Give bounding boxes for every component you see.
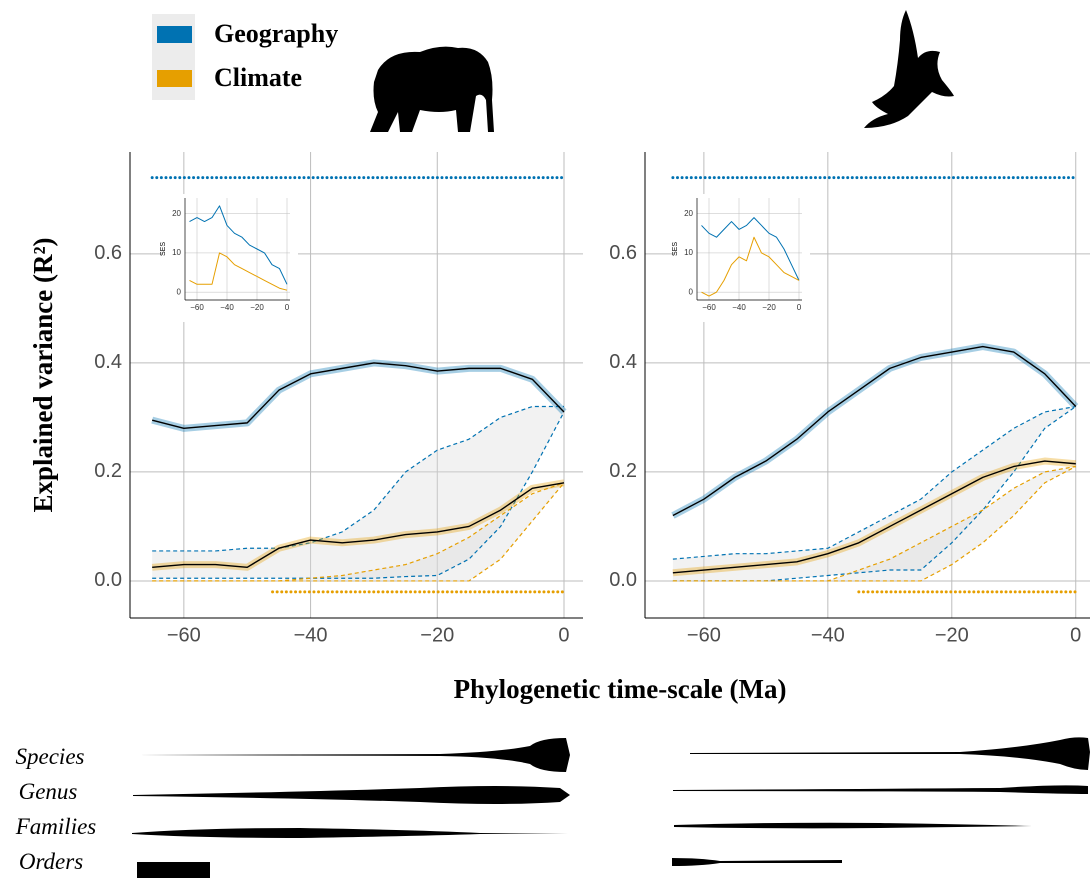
series-line — [152, 482, 565, 569]
rank-labels: Species Genus Families Orders — [15, 744, 97, 874]
inset: 0 10 20 −60 −40 −20 0 SES — [160, 194, 298, 322]
inset-background — [163, 194, 298, 322]
y-tick-label: 10 — [172, 248, 181, 257]
x-tick-label: −60 — [702, 303, 716, 312]
y-tick-label: 20 — [172, 209, 181, 218]
y-tick-label: 10 — [684, 248, 693, 257]
x-tick-label: −20 — [250, 303, 264, 312]
null-bound-line — [152, 411, 565, 579]
x-tick-label: 0 — [285, 303, 290, 312]
inset-line — [701, 217, 800, 281]
null-bound-line — [672, 405, 1076, 560]
spindle — [133, 786, 570, 804]
x-tick-label: 0 — [1070, 624, 1081, 646]
null-envelope — [672, 406, 1076, 581]
x-tick-label: 0 — [558, 624, 569, 646]
y-tick-label: 0.4 — [94, 351, 122, 373]
series-line — [672, 345, 1077, 517]
legend-label: Geography — [214, 19, 338, 48]
spindle — [137, 862, 210, 878]
inset-line — [189, 252, 288, 291]
x-tick-label: −40 — [294, 624, 328, 646]
null-envelope — [672, 466, 1076, 581]
inset-background — [675, 194, 810, 322]
rank-label: Families — [15, 814, 97, 839]
legend-swatch — [157, 70, 192, 87]
x-tick-label: −60 — [167, 624, 201, 646]
x-tick-label: −20 — [935, 624, 969, 646]
inset: 0 10 20 −60 −40 −20 0 SES — [672, 194, 810, 322]
eagle-silhouette — [864, 10, 954, 128]
x-tick-label: −40 — [220, 303, 234, 312]
panel: 0.0 0.2 0.4 0.6 −60 −40 −20 0 — [609, 152, 1090, 646]
y-tick-label: 0 — [177, 287, 182, 296]
series-line — [152, 362, 565, 430]
x-tick-label: 0 — [797, 303, 802, 312]
inset-line — [189, 205, 288, 285]
rank-label: Orders — [19, 849, 83, 874]
lineage-spindles — [132, 737, 1090, 878]
spindle — [138, 738, 570, 772]
x-tick-label: −60 — [190, 303, 204, 312]
spindle — [132, 828, 568, 838]
x-tick-label: −40 — [732, 303, 746, 312]
elephant-silhouette — [370, 46, 494, 132]
inset-line — [701, 236, 800, 297]
y-tick-label: 0.0 — [609, 569, 637, 591]
y-tick-label: 0 — [689, 287, 694, 296]
legend-swatch — [157, 26, 192, 43]
null-bound-line — [152, 482, 565, 582]
null-envelope — [152, 482, 564, 581]
spindle — [672, 858, 842, 866]
x-tick-label: −20 — [762, 303, 776, 312]
y-tick-label: 0.2 — [94, 460, 122, 482]
inset-y-label: SES — [672, 242, 679, 256]
series-line — [672, 460, 1076, 574]
x-tick-label: −40 — [811, 624, 845, 646]
null-envelope — [152, 406, 564, 579]
x-axis-label: Phylogenetic time-scale (Ma) — [454, 674, 787, 704]
spindle — [673, 785, 1088, 794]
null-bound-line — [672, 465, 1076, 582]
x-tick-label: −60 — [687, 624, 721, 646]
y-tick-label: 0.4 — [609, 351, 637, 373]
spindle — [690, 737, 1090, 770]
y-tick-label: 0.6 — [609, 242, 637, 264]
rank-label: Genus — [19, 779, 78, 804]
rank-label: Species — [16, 744, 85, 769]
y-tick-label: 0.2 — [609, 460, 637, 482]
x-tick-label: −20 — [420, 624, 454, 646]
y-axis-label: Explained variance (R²) — [28, 237, 58, 512]
legend-label: Climate — [214, 63, 302, 92]
spindle — [674, 822, 1032, 829]
null-bound-line — [152, 405, 564, 552]
y-tick-label: 0.0 — [94, 569, 122, 591]
null-bound-line — [152, 482, 565, 582]
y-tick-label: 0.6 — [94, 242, 122, 264]
inset-y-label: SES — [160, 242, 167, 256]
y-tick-label: 20 — [684, 209, 693, 218]
